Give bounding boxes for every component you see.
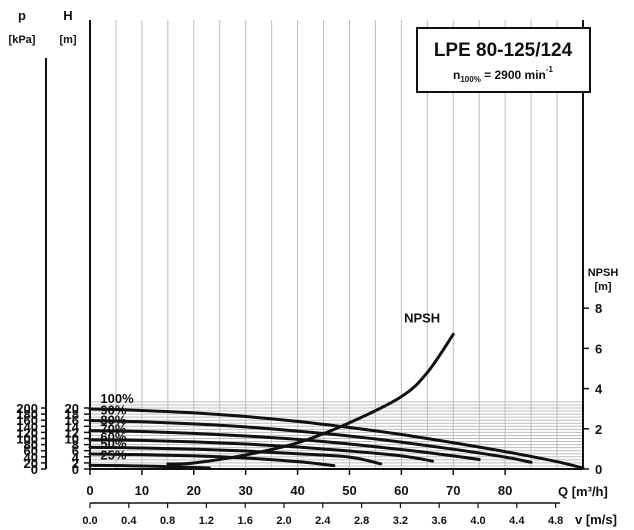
- h-tick-label: 10: [65, 432, 79, 447]
- curve-label-70pct: 70%: [100, 422, 126, 437]
- v-tick-label: 0.4: [121, 515, 137, 527]
- curve-80pct: [88, 429, 481, 462]
- p-tick-label: 140: [16, 419, 38, 434]
- npsh-tick-label: 8: [595, 301, 602, 316]
- h-tick-label: 20: [65, 401, 79, 416]
- curve-60pct: [88, 445, 383, 466]
- h-tick-label: 16: [65, 413, 79, 428]
- q-tick-label: 10: [135, 483, 149, 498]
- chart-title: LPE 80-125/124: [434, 40, 573, 61]
- npsh-axis-symbol: NPSH: [588, 267, 619, 279]
- npsh-axis-unit: [m]: [594, 281, 611, 293]
- p-tick-label: 60: [24, 444, 38, 459]
- v-tick-label: 0.0: [82, 515, 97, 527]
- q-tick-label: 50: [342, 483, 356, 498]
- curve-50pct: [88, 452, 336, 468]
- p-axis-unit: [kPa]: [9, 34, 36, 46]
- q-tick-label: 0: [86, 483, 93, 498]
- curve-label-90pct: 90%: [100, 403, 126, 418]
- h-tick-label: 14: [65, 419, 80, 434]
- chart-labels: 100%90%80%70%60%50%25% NPSH: [100, 310, 440, 462]
- q-tick-label: 20: [187, 483, 201, 498]
- h-tick-label: 18: [65, 407, 79, 422]
- v-tick-label: 2.8: [354, 515, 369, 527]
- p-tick-label: 40: [24, 450, 38, 465]
- curve-label-60pct: 60%: [100, 429, 126, 444]
- curve-100pct: [88, 407, 585, 470]
- h-axis-symbol: H: [63, 8, 72, 23]
- v-tick-label: 0.8: [160, 515, 175, 527]
- npsh-tick-label: 0: [595, 462, 602, 477]
- chart-subtitle: n100% = 2900 min-1: [453, 65, 554, 84]
- v-tick-label: 4.8: [548, 515, 563, 527]
- h-tick-label: 8: [72, 438, 79, 453]
- q-tick-label: 80: [498, 483, 512, 498]
- v-tick-label: 2.4: [315, 515, 331, 527]
- q-tick-label: 60: [394, 483, 408, 498]
- v-tick-label: 1.2: [199, 515, 214, 527]
- v-tick-label: 3.6: [432, 515, 447, 527]
- h-tick-label: 12: [65, 425, 79, 440]
- curve-label-50pct: 50%: [100, 436, 126, 451]
- p-tick-label: 120: [16, 425, 38, 440]
- h-tick-label: 0: [72, 462, 79, 477]
- q-axis-label: Q [m³/h]: [558, 484, 608, 499]
- q-tick-label: 40: [290, 483, 304, 498]
- title-box: [416, 27, 591, 93]
- npsh-tick-label: 4: [595, 382, 603, 397]
- h-tick-label: 6: [72, 444, 79, 459]
- curve-label-100pct: 100%: [100, 391, 134, 406]
- p-tick-label: 180: [16, 407, 38, 422]
- h-axis-unit: [m]: [59, 34, 76, 46]
- p-tick-label: 200: [16, 401, 38, 416]
- p-tick-label: 100: [16, 432, 38, 447]
- curve-label-npsh: NPSH: [404, 310, 440, 325]
- v-tick-label: 1.6: [238, 515, 253, 527]
- curve-70pct: [88, 438, 435, 463]
- v-tick-label: 4.0: [470, 515, 485, 527]
- h-tick-label: 4: [72, 450, 80, 465]
- curve-label-80pct: 80%: [100, 413, 126, 428]
- p-tick-label: 80: [24, 438, 38, 453]
- q-tick-label: 70: [446, 483, 460, 498]
- p-tick-label: 160: [16, 413, 38, 428]
- p-tick-label: 20: [24, 456, 38, 471]
- p-tick-label: 0: [31, 462, 38, 477]
- chart-axes: 0204060801001201401601802000246810121416…: [16, 20, 603, 527]
- v-axis-label: v [m/s]: [575, 512, 617, 527]
- v-tick-label: 3.2: [393, 515, 408, 527]
- curve-label-25pct: 25%: [100, 447, 126, 462]
- p-axis-symbol: p: [18, 8, 26, 23]
- curve-npsh: [166, 332, 455, 466]
- h-tick-label: 2: [72, 456, 79, 471]
- curve-25pct: [88, 463, 211, 470]
- npsh-tick-label: 2: [595, 422, 602, 437]
- npsh-tick-label: 6: [595, 341, 602, 356]
- v-tick-label: 4.4: [509, 515, 525, 527]
- v-tick-label: 2.0: [276, 515, 291, 527]
- q-tick-label: 30: [238, 483, 252, 498]
- chart-curves: [88, 332, 585, 470]
